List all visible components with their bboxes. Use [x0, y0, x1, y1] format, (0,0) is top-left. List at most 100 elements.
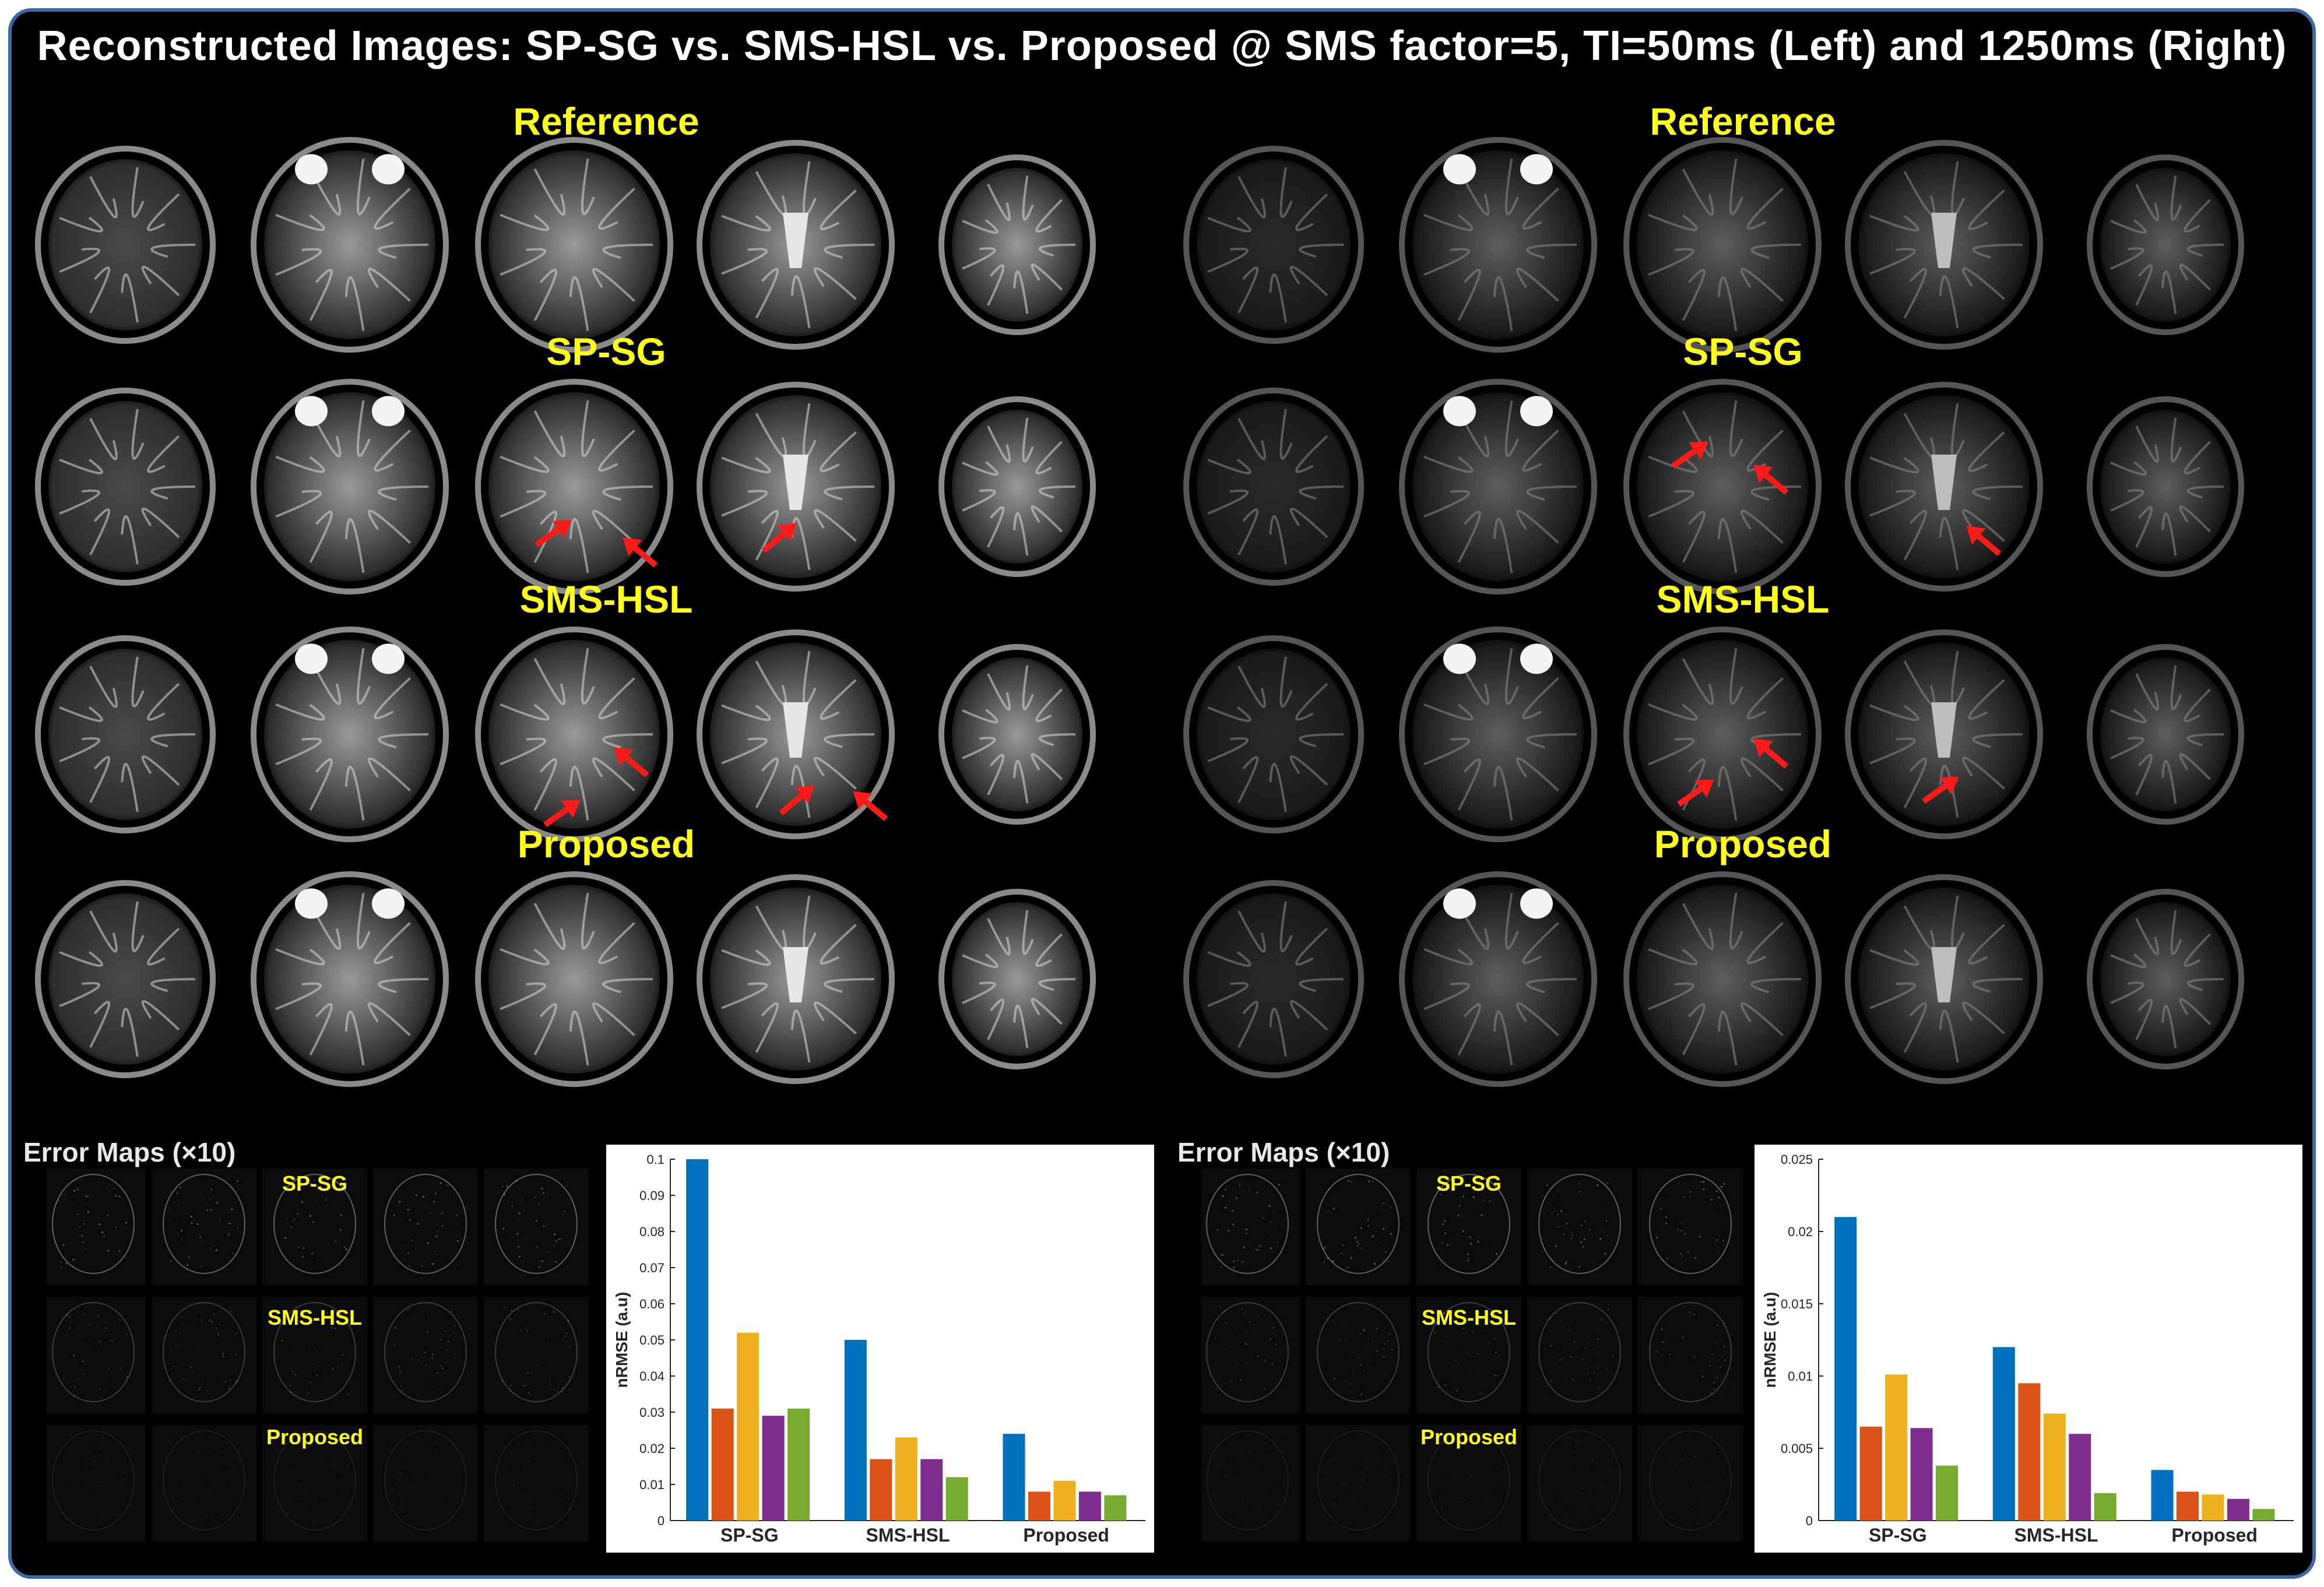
bar [2227, 1498, 2249, 1521]
y-tick-label: 0.04 [639, 1369, 664, 1384]
mri-slice [251, 871, 449, 1087]
left-nrmse-chart: 0 0.01 0.02 0.03 0.04 0.05 0.06 0.07 0.08 0.09 0.1… [613, 1152, 1145, 1546]
left-row-label-0: Reference [513, 100, 699, 143]
bar [1104, 1495, 1127, 1521]
y-tick-label: 0.08 [639, 1224, 664, 1239]
right-row-label-3: Proposed [1654, 822, 1832, 865]
mri-slice [938, 644, 1096, 825]
bar [1003, 1434, 1025, 1521]
y-tick-label: 0.05 [639, 1333, 664, 1347]
y-tick-label: 0.06 [639, 1297, 664, 1311]
bar [945, 1477, 968, 1521]
right-row-label-2: SMS-HSL [1656, 578, 1830, 621]
mri-slice [251, 379, 449, 594]
mri-slice [938, 396, 1096, 577]
mri-slice [1183, 388, 1364, 586]
bar [844, 1340, 867, 1521]
bar [870, 1459, 892, 1521]
bar [2202, 1494, 2224, 1521]
bar [2252, 1509, 2275, 1521]
bar [2094, 1493, 2116, 1521]
y-tick-label: 0.09 [639, 1188, 664, 1203]
mri-slice [1183, 635, 1364, 833]
mri-slice [35, 388, 216, 586]
mri-slice [1623, 627, 1822, 842]
bar [1028, 1491, 1050, 1521]
mri-slice [475, 379, 673, 594]
mri-slice [1399, 627, 1597, 842]
mri-slice [35, 880, 216, 1078]
mri-slice [1399, 379, 1597, 594]
y-tick-label: 0 [1806, 1514, 1813, 1528]
mri-slice [938, 154, 1096, 335]
mri-slice [475, 871, 673, 1087]
bar [1936, 1465, 1959, 1521]
mri-slice [697, 874, 895, 1084]
mri-slice [1183, 880, 1364, 1078]
mri-slice [1623, 137, 1822, 353]
bar [2069, 1434, 2091, 1521]
mri-slice [1845, 382, 2043, 592]
left-error-maps-title: Error Maps (×10) [23, 1137, 236, 1167]
left-error-label-spsg: SP-SG [282, 1171, 348, 1195]
left-row-label-2: SMS-HSL [519, 578, 693, 621]
category-label: SP-SG [720, 1525, 779, 1546]
right-error-maps-title: Error Maps (×10) [1177, 1137, 1390, 1167]
mri-slice [251, 627, 449, 842]
y-axis-label: nRMSE (a.u) [1761, 1292, 1779, 1388]
y-tick-label: 0.02 [1788, 1224, 1813, 1239]
category-label: SMS-HSL [866, 1525, 950, 1546]
mri-slice [697, 382, 895, 592]
bar [711, 1408, 734, 1521]
y-tick-label: 0.005 [1781, 1441, 1813, 1456]
bar [1078, 1491, 1101, 1521]
category-label: SMS-HSL [2014, 1525, 2098, 1546]
right-row-label-0: Reference [1650, 100, 1836, 143]
y-axis-label: nRMSE (a.u) [613, 1292, 631, 1388]
mri-slice [2087, 889, 2244, 1069]
category-label: Proposed [1023, 1525, 1109, 1546]
left-error-label-proposed: Proposed [266, 1425, 364, 1449]
y-tick-label: 0.02 [639, 1441, 664, 1456]
y-tick-label: 0.01 [1788, 1369, 1813, 1384]
mri-slice [35, 146, 216, 344]
mri-slice [2087, 644, 2244, 825]
y-tick-label: 0.01 [639, 1477, 664, 1492]
mri-slice [697, 140, 895, 350]
mri-slice [1399, 137, 1597, 353]
y-tick-label: 0.03 [639, 1405, 664, 1420]
mri-slice [2087, 154, 2244, 335]
right-error-maps [1201, 1169, 1743, 1542]
mri-slice [1845, 629, 2043, 839]
bar [2176, 1491, 2199, 1521]
bar [1859, 1426, 1882, 1521]
y-tick-label: 0.025 [1781, 1152, 1813, 1167]
right-error-label-spsg: SP-SG [1436, 1171, 1502, 1195]
y-tick-label: 0.07 [639, 1261, 664, 1275]
bar [2043, 1413, 2066, 1521]
figure-panel: Reconstructed Images: SP-SG vs. SMS-HSL … [8, 8, 2316, 1579]
right-image-grid: Reference SP-SG SMS-HSL Proposed [1172, 100, 2311, 1142]
right-nrmse-chart-box: 0 0.005 0.01 0.015 0.02 0.025 nRMSE (a.u) SP-SG… [1755, 1145, 2302, 1553]
bar [920, 1459, 943, 1521]
mri-slice [35, 635, 216, 833]
y-tick-label: 0.015 [1781, 1297, 1813, 1311]
bar [1885, 1374, 1908, 1521]
y-tick-label: 0.1 [646, 1152, 664, 1167]
right-error-label-smshsl: SMS-HSL [1422, 1306, 1516, 1329]
mri-slice [475, 627, 673, 842]
left-nrmse-chart-box: 0 0.01 0.02 0.03 0.04 0.05 0.06 0.07 0.08 0.09 0.1… [606, 1145, 1154, 1553]
mri-slice [1399, 871, 1597, 1087]
mri-slice [2087, 396, 2244, 577]
left-error-label-smshsl: SMS-HSL [268, 1306, 362, 1329]
bar [1834, 1217, 1857, 1521]
category-label: Proposed [2171, 1525, 2258, 1546]
mri-slice [1623, 871, 1822, 1087]
mri-slice [938, 889, 1096, 1069]
left-row-label-3: Proposed [517, 822, 695, 865]
mri-slice [1845, 874, 2043, 1084]
mri-slice [697, 629, 895, 839]
bar [895, 1437, 917, 1521]
bar [762, 1416, 785, 1521]
y-tick-label: 0 [658, 1514, 664, 1528]
